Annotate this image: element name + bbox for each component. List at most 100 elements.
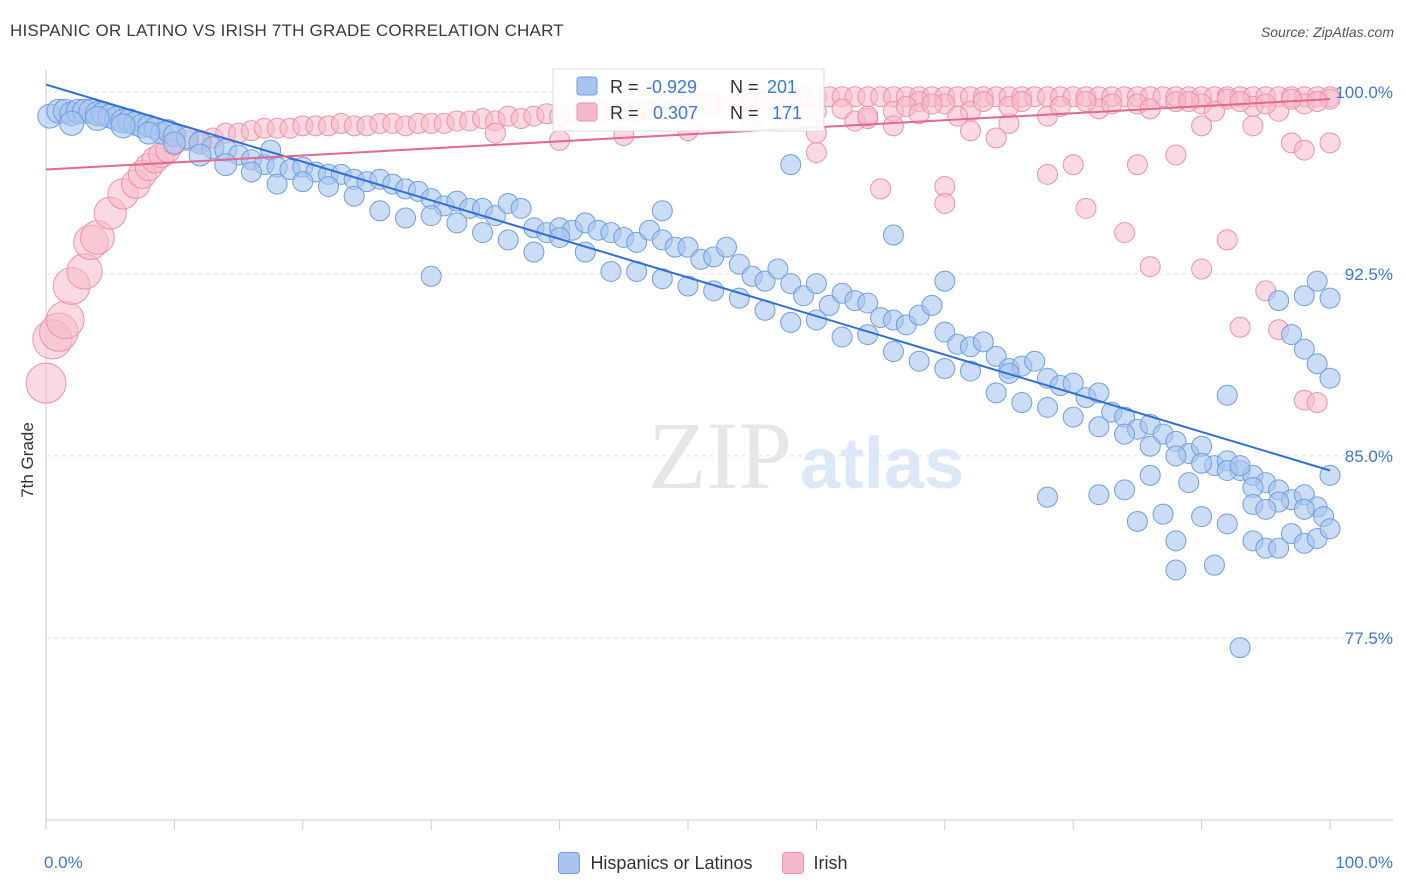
irish-point	[831, 98, 853, 120]
hispanic-point	[882, 224, 904, 246]
x-tick-label-min: 0.0%	[44, 853, 83, 872]
hispanic-point	[1191, 452, 1213, 474]
irish-point	[1139, 256, 1161, 278]
hispanic-point	[1114, 423, 1136, 445]
hispanic-point	[1293, 498, 1315, 520]
hispanic-point	[1011, 392, 1033, 414]
y-tick-label: 92.5%	[1345, 265, 1393, 284]
stats-swatch-pink	[576, 102, 598, 122]
irish-point	[921, 93, 943, 115]
irish-point	[805, 142, 827, 164]
y-tick-label: 85.0%	[1345, 447, 1393, 466]
irish-point	[857, 105, 879, 127]
irish-point	[1306, 91, 1328, 113]
hispanic-point	[716, 236, 738, 258]
y-axis-label: 7th Grade	[18, 422, 37, 498]
irish-point	[1229, 91, 1251, 113]
legend: Hispanics or Latinos Irish	[0, 852, 1406, 879]
hispanic-point	[188, 143, 212, 167]
hispanic-point	[1165, 445, 1187, 467]
hispanic-point	[1062, 406, 1084, 428]
hispanic-point	[908, 350, 930, 372]
irish-point	[1011, 91, 1033, 113]
hispanic-point	[472, 222, 494, 244]
hispanic-point	[767, 258, 789, 280]
hispanic-point	[818, 294, 840, 316]
irish-point	[1216, 229, 1238, 251]
irish-point	[1037, 163, 1059, 185]
hispanic-point	[677, 236, 699, 258]
stats-n-label-2: N =	[730, 103, 759, 123]
irish-point	[45, 300, 85, 340]
y-tick-labels: 77.5% 85.0% 92.5% 100.0%	[1335, 83, 1393, 648]
irish-point	[1306, 392, 1328, 414]
hispanic-point	[1268, 537, 1290, 559]
hispanic-point	[985, 345, 1007, 367]
hispanic-point	[1114, 479, 1136, 501]
irish-point	[1101, 93, 1123, 115]
irish-point	[1165, 144, 1187, 166]
watermark-atlas: atlas	[800, 424, 964, 504]
legend-item-irish[interactable]: Irish	[781, 852, 848, 874]
hispanic-point	[1191, 506, 1213, 528]
hispanic-point	[1216, 513, 1238, 535]
hispanic-point	[1216, 384, 1238, 406]
hispanic-point	[292, 171, 314, 193]
hispanic-point	[882, 341, 904, 363]
hispanic-point	[343, 185, 365, 207]
trend-lines	[45, 83, 1331, 472]
stats-swatch-blue	[576, 76, 598, 96]
x-tick-label-max: 100.0%	[1335, 853, 1393, 872]
hispanic-point	[1319, 518, 1341, 540]
irish-point	[882, 115, 904, 137]
irish-point	[66, 253, 103, 290]
irish-point	[1293, 139, 1315, 161]
stats-r-value-1: -0.929	[646, 77, 697, 97]
irish-point	[25, 362, 67, 404]
stats-n-value-1: 201	[767, 77, 797, 97]
hispanic-point	[921, 294, 943, 316]
hispanic-point	[1229, 455, 1251, 477]
hispanic-point	[420, 265, 442, 287]
irish-point	[947, 105, 969, 127]
hispanic-points	[37, 98, 1341, 659]
hispanic-point	[1255, 498, 1277, 520]
source-label: Source: ZipAtlas.com	[1260, 24, 1394, 40]
hispanic-point	[793, 285, 815, 307]
irish-point	[1191, 115, 1213, 137]
hispanic-point	[728, 253, 750, 275]
axes	[45, 70, 1393, 830]
hispanic-point	[395, 207, 417, 229]
hispanic-point	[857, 292, 879, 314]
hispanic-point	[446, 212, 468, 234]
irish-point	[484, 122, 506, 144]
hispanic-point	[934, 270, 956, 292]
hispanic-point	[600, 260, 622, 282]
hispanic-point	[266, 173, 288, 195]
legend-label-irish: Irish	[813, 852, 848, 873]
hispanic-point	[1319, 287, 1341, 309]
irish-point	[1075, 197, 1097, 219]
stats-n-value-2: 171	[772, 103, 802, 123]
hispanic-point	[1319, 367, 1341, 389]
irish-point	[1229, 316, 1251, 338]
hispanic-point	[1306, 353, 1328, 375]
hispanic-point	[780, 154, 802, 176]
hispanic-point	[1293, 338, 1315, 360]
stats-r-label-2: R =	[610, 103, 639, 123]
legend-label-hispanic: Hispanics or Latinos	[590, 852, 753, 873]
hispanic-point	[162, 131, 186, 155]
legend-item-hispanic[interactable]: Hispanics or Latinos	[558, 852, 753, 874]
hispanic-point	[1024, 350, 1046, 372]
irish-point	[972, 91, 994, 113]
irish-point	[1049, 95, 1071, 117]
hispanic-point	[934, 358, 956, 380]
hispanic-point	[214, 153, 238, 177]
hispanic-point	[1037, 396, 1059, 418]
hispanic-point	[574, 241, 596, 263]
hispanic-point	[651, 268, 673, 290]
irish-point	[1126, 154, 1148, 176]
hispanic-point	[523, 241, 545, 263]
irish-point	[985, 127, 1007, 149]
